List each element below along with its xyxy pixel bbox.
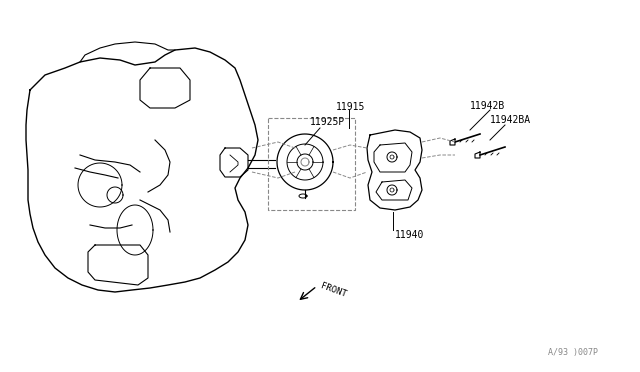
Text: 11925P: 11925P [310, 117, 345, 127]
Text: 11915: 11915 [336, 102, 365, 112]
Text: FRONT: FRONT [319, 281, 348, 299]
Text: 11942B: 11942B [470, 101, 505, 111]
Text: 11942BA: 11942BA [490, 115, 531, 125]
Text: A/93 )007P: A/93 )007P [548, 347, 598, 356]
Text: 11940: 11940 [395, 230, 424, 240]
